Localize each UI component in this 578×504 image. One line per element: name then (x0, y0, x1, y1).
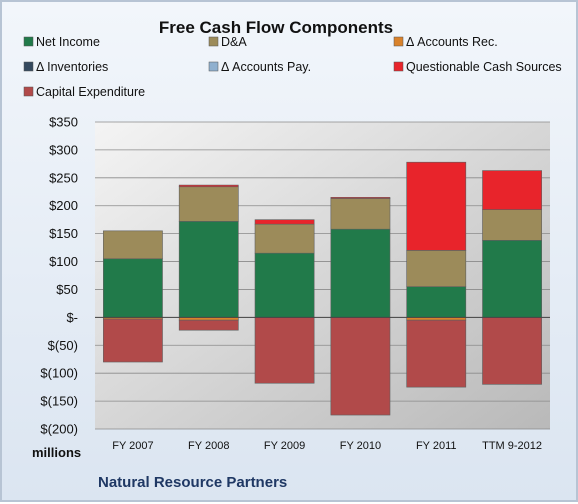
bar-d-a-fy-2011 (406, 250, 467, 287)
bar-net-income-fy-2010 (330, 228, 391, 318)
bar-capital-expenditure-ttm-9-2012 (482, 317, 542, 385)
bar-d-a-fy-2008 (178, 186, 239, 222)
footer-label: Natural Resource Partners (98, 474, 287, 491)
legend-label-d-a: D&A (221, 35, 247, 49)
legend-swatch-net-income (23, 36, 34, 47)
legend-swatch-accounts-pay (208, 61, 219, 72)
legend-label-accounts-rec: Δ Accounts Rec. (406, 35, 498, 49)
bar-questionable-cash-sources-ttm-9-2012 (482, 170, 542, 210)
legend-swatch-questionable-cash-sources (393, 61, 404, 72)
bar-questionable-cash-sources-fy-2011 (406, 161, 467, 251)
bar-net-income-fy-2008 (178, 221, 239, 318)
bar-net-income-fy-2011 (406, 286, 467, 318)
y-tick-label: $50 (56, 282, 78, 297)
y-axis: $350 $300 $250 $200 $150 $100 $50 $- $(50) $(100)… (40, 115, 78, 437)
x-tick-label: FY 2011 (416, 440, 457, 452)
bar-capital-expenditure-fy-2011 (406, 319, 467, 388)
legend-swatch-inventories (23, 61, 34, 72)
y-tick-label: $(50) (48, 338, 78, 353)
y-tick-label: $(200) (40, 422, 78, 437)
y-tick-label: $150 (49, 226, 78, 241)
plot-area (95, 122, 550, 429)
legend-label-net-income: Net Income (36, 35, 100, 49)
legend-label-capital-expenditure: Capital Expenditure (36, 85, 145, 99)
legend-swatch-d-a (208, 36, 219, 47)
bar-d-a-fy-2007 (103, 230, 163, 260)
gridlines (95, 121, 550, 430)
bar-capital-expenditure-fy-2008 (178, 319, 239, 331)
x-axis: FY 2007 FY 2008 FY 2009 FY 2010 FY 2011 TTM 9… (112, 440, 542, 452)
bar-d-a-fy-2010 (330, 198, 391, 230)
legend-label-inventories: Δ Inventories (36, 60, 108, 74)
bar-d-a-fy-2009 (254, 223, 315, 254)
y-tick-label: $300 (49, 142, 78, 157)
bar-questionable-cash-sources-fy-2010 (330, 197, 391, 199)
bar-capital-expenditure-fy-2007 (103, 318, 163, 363)
bar-capital-expenditure-fy-2009 (254, 317, 315, 384)
legend: Net Income D&A Δ Accounts Rec. Δ Inventorie… (23, 35, 562, 99)
y-unit-label: millions (32, 445, 81, 460)
y-tick-label: $350 (49, 115, 78, 130)
y-tick-label: $(150) (40, 394, 78, 409)
bar-capital-expenditure-fy-2010 (330, 317, 391, 416)
bar-net-income-fy-2009 (254, 252, 315, 318)
bar-questionable-cash-sources-fy-2008 (178, 184, 239, 188)
legend-label-questionable-cash-sources: Questionable Cash Sources (406, 60, 562, 74)
chart-title: Free Cash Flow Components (159, 18, 393, 37)
y-tick-label: $200 (49, 198, 78, 213)
y-tick-label: $100 (49, 254, 78, 269)
bar-net-income-ttm-9-2012 (482, 240, 542, 318)
bar-d-a-ttm-9-2012 (482, 209, 542, 241)
x-tick-label: FY 2008 (188, 440, 229, 452)
y-tick-label: $(100) (40, 366, 78, 381)
x-tick-label: FY 2010 (340, 440, 381, 452)
x-tick-label: TTM 9-2012 (482, 440, 542, 452)
legend-label-accounts-pay: Δ Accounts Pay. (221, 60, 311, 74)
legend-swatch-accounts-rec (393, 36, 404, 47)
legend-swatch-capital-expenditure (23, 86, 34, 97)
x-tick-label: FY 2007 (112, 440, 153, 452)
y-tick-label: $- (66, 310, 78, 325)
bar-net-income-fy-2007 (103, 258, 163, 318)
bars (103, 161, 542, 416)
y-tick-label: $250 (49, 170, 78, 185)
x-tick-label: FY 2009 (264, 440, 305, 452)
bar-questionable-cash-sources-fy-2009 (254, 219, 315, 225)
